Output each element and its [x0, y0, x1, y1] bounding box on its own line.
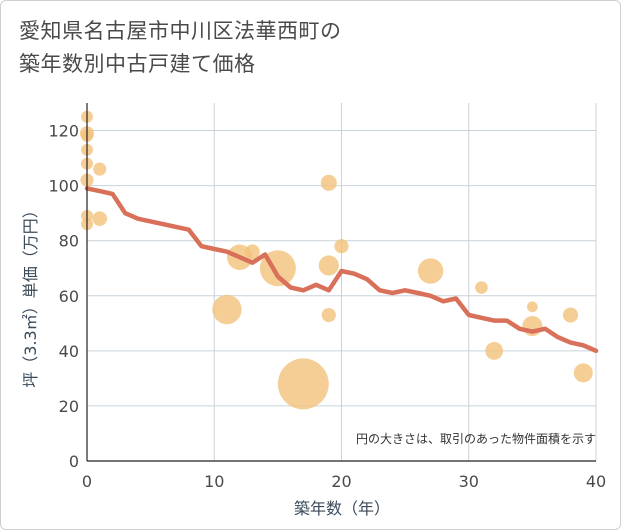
- bubble-point: [320, 174, 337, 191]
- bubble-point: [417, 258, 444, 284]
- y-axis-label: 坪（3.3㎡）単価（万円）: [21, 202, 40, 387]
- bubble-point: [527, 301, 538, 313]
- bubble-point: [485, 341, 504, 360]
- series-lines: [84, 186, 599, 354]
- y-tick-label: 0: [69, 452, 79, 471]
- bubble-point: [562, 307, 579, 323]
- size-note: 円の大きさは、取引のあった物件面積を示す: [356, 431, 596, 446]
- bubble-point: [93, 162, 107, 176]
- title-line-1: 愛知県名古屋市中川区法華西町の: [19, 19, 342, 43]
- x-axis-label: 築年数（年）: [294, 499, 390, 518]
- bubble-point: [212, 294, 242, 325]
- y-tick-label: 120: [48, 122, 79, 141]
- y-tick-label: 100: [48, 177, 79, 196]
- y-tick-label: 40: [59, 342, 79, 361]
- bubble-point: [475, 281, 488, 294]
- bubble-point: [321, 307, 336, 323]
- bubbles: [79, 110, 593, 410]
- x-tick-label: 10: [204, 472, 224, 491]
- bubble-point: [334, 239, 349, 254]
- bubble-point: [245, 244, 260, 260]
- series-line-average: [84, 186, 599, 354]
- bubble-point: [573, 363, 593, 383]
- bubble-point: [277, 358, 329, 410]
- chart-title: 愛知県名古屋市中川区法華西町の 築年数別中古戸建て価格: [19, 15, 579, 81]
- bubble-point: [92, 211, 108, 227]
- y-tick-label: 60: [59, 287, 79, 306]
- title-line-2: 築年数別中古戸建て価格: [19, 52, 256, 76]
- x-tick-label: 0: [82, 472, 92, 491]
- grid: [87, 103, 597, 461]
- bubble-point: [318, 255, 339, 276]
- x-tick-label: 30: [459, 472, 479, 491]
- x-tick-label: 40: [586, 472, 606, 491]
- y-tick-label: 20: [59, 397, 79, 416]
- axes: 0 20 40 60 80 100 120 0 10 20 30 40: [48, 103, 606, 491]
- y-tick-label: 80: [59, 232, 79, 251]
- x-tick-label: 20: [331, 472, 351, 491]
